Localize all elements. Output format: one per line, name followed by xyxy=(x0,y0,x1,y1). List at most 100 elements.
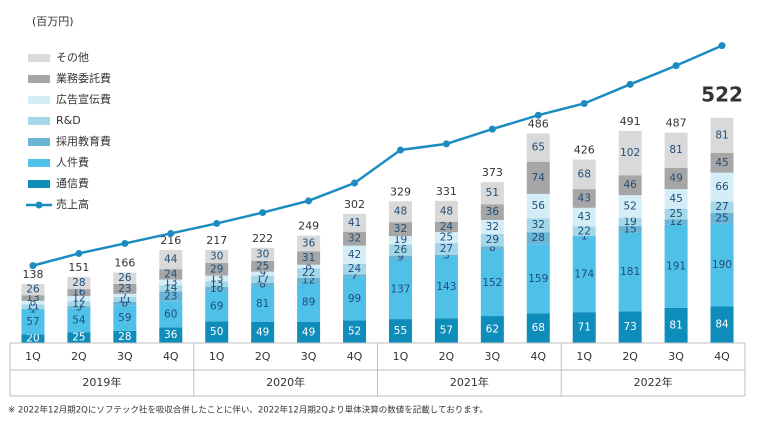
segment-label: 152 xyxy=(482,277,502,289)
segment-label: 65 xyxy=(532,142,545,154)
bar-segment xyxy=(251,321,275,343)
bar-segment xyxy=(21,300,45,305)
segment-label: 60 xyxy=(164,308,177,320)
segment-label: 54 xyxy=(72,314,86,326)
x-tick-label: 3Q xyxy=(485,350,501,363)
segment-label: 36 xyxy=(302,237,316,249)
segment-label: 8 xyxy=(259,279,266,291)
bar-segment xyxy=(572,226,596,237)
segment-label: 27 xyxy=(440,243,453,255)
segment-label: 81 xyxy=(669,319,682,331)
x-tick-label: 3Q xyxy=(301,350,317,363)
bar-segment xyxy=(343,231,367,246)
segment-label: 102 xyxy=(620,147,640,159)
segment-label: 52 xyxy=(348,326,361,338)
segment-label: 68 xyxy=(578,168,591,180)
bar-segment xyxy=(618,175,642,196)
bar-segment xyxy=(618,226,642,233)
sales-point xyxy=(167,229,175,237)
bar-segment xyxy=(388,222,412,237)
segment-label: 30 xyxy=(210,250,223,262)
segment-label: 31 xyxy=(302,252,315,264)
sales-point xyxy=(121,239,129,247)
bar-segment xyxy=(572,312,596,343)
bar-segment xyxy=(434,200,458,222)
total-label: 522 xyxy=(701,82,743,106)
bar-segment xyxy=(67,289,91,297)
segment-label: 56 xyxy=(532,200,546,212)
bar-segment xyxy=(297,277,321,284)
segment-label: 8 xyxy=(305,260,312,272)
sales-point xyxy=(396,146,404,154)
segment-label: 19 xyxy=(394,234,407,246)
legend-swatch xyxy=(28,54,50,62)
segment-label: 43 xyxy=(578,192,591,204)
segment-label: 19 xyxy=(623,216,636,228)
segment-label: 8 xyxy=(122,297,129,309)
segment-label: 49 xyxy=(302,326,315,338)
bar-segment xyxy=(343,277,367,321)
segment-label: 57 xyxy=(26,316,39,328)
segment-label: 32 xyxy=(348,233,361,245)
total-label: 373 xyxy=(482,166,503,179)
bar-segment xyxy=(710,201,734,214)
sales-point xyxy=(213,219,221,227)
group-label: 2019年 xyxy=(82,375,121,389)
segment-label: 42 xyxy=(348,249,361,261)
segment-label: 181 xyxy=(620,266,640,278)
segment-label: 7 xyxy=(122,289,129,301)
segment-label: 5 xyxy=(76,302,83,314)
bar-segment xyxy=(343,274,367,278)
bar-segment xyxy=(343,320,367,343)
x-tick-label: 2Q xyxy=(622,350,638,363)
group-label: 2022年 xyxy=(634,375,673,389)
bar-segment xyxy=(710,153,734,173)
bar-segment xyxy=(526,161,550,194)
x-tick-label: 2Q xyxy=(71,350,87,363)
bar-segment xyxy=(67,332,91,343)
bar-segment xyxy=(21,295,45,301)
bar-segment xyxy=(205,281,229,287)
x-tick-label: 4Q xyxy=(530,350,546,363)
segment-label: 15 xyxy=(623,223,636,235)
bar-segment xyxy=(21,334,45,343)
segment-label: 143 xyxy=(436,281,456,293)
bar-segment xyxy=(480,233,504,247)
bar-segment xyxy=(113,272,137,284)
segment-label: 29 xyxy=(486,234,499,246)
bar-segment xyxy=(297,283,321,322)
bar-segment xyxy=(67,308,91,333)
legend-swatch xyxy=(28,138,50,146)
bar-segment xyxy=(297,264,321,269)
legend-label: 業務委託費 xyxy=(56,71,111,85)
legend-swatch xyxy=(28,117,50,125)
bar-segment xyxy=(480,249,504,317)
legend-label: 広告宣伝費 xyxy=(56,92,111,106)
bar-segment xyxy=(480,219,504,234)
total-label: 222 xyxy=(252,232,273,245)
bar-segment xyxy=(159,327,183,343)
bar-segment xyxy=(113,301,137,306)
bar-segment xyxy=(526,313,550,343)
segment-label: 69 xyxy=(210,300,223,312)
bar-segment xyxy=(159,269,183,280)
segment-label: 26 xyxy=(118,272,132,284)
bar-segment xyxy=(526,232,550,245)
total-label: 491 xyxy=(620,115,641,128)
bar-segment xyxy=(388,236,412,245)
bar-segment xyxy=(618,130,642,176)
bar-segment xyxy=(664,189,688,209)
legend-label: 売上高 xyxy=(56,197,89,211)
segment-label: 45 xyxy=(669,193,682,205)
bar-segment xyxy=(251,286,275,322)
segment-label: 66 xyxy=(715,181,729,193)
segment-label: 81 xyxy=(715,129,728,141)
bar-segment xyxy=(159,285,183,292)
segment-label: 8 xyxy=(489,242,496,254)
bar-segment xyxy=(67,296,91,302)
sales-point xyxy=(29,262,37,270)
bar-segment xyxy=(618,195,642,218)
bar-segment xyxy=(434,254,458,257)
segment-label: 81 xyxy=(256,298,269,310)
segment-label: 43 xyxy=(578,211,591,223)
